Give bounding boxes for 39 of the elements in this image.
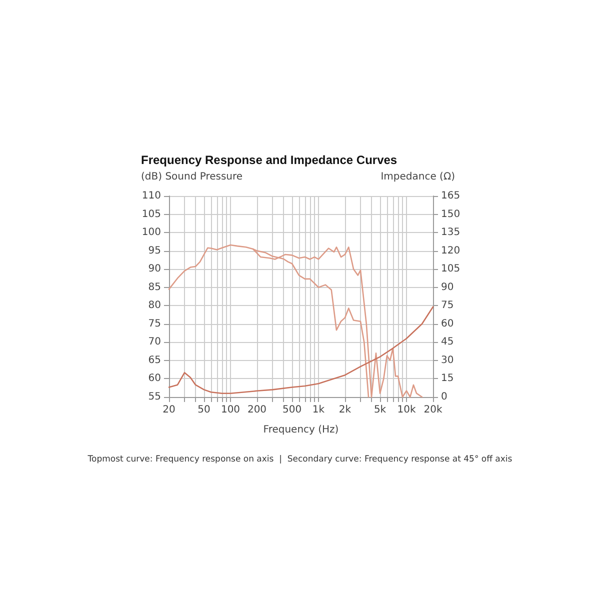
y-tick-label: 95 <box>148 245 161 256</box>
y-axis-title: (dB) Sound Pressure <box>141 172 243 182</box>
y2-axis-title: Impedance (Ω) <box>380 172 456 182</box>
x-tick-label: 2k <box>338 404 352 416</box>
y2-tick-label: 135 <box>441 227 460 238</box>
y-tick-label: 65 <box>148 354 161 366</box>
x-tick-label: 10k <box>397 404 416 416</box>
y2-tick-label: 75 <box>441 300 454 312</box>
y2-tick-label: 0 <box>441 392 448 402</box>
y2-tick-label: 45 <box>441 336 454 348</box>
y-tick-label: 60 <box>148 373 161 384</box>
x-tick-label: 500 <box>282 404 302 416</box>
y-tick-label: 55 <box>148 392 161 402</box>
text: Topmost curve: Frequency response on axis | Secondary curve: Frequency response at 45° off axis <box>86 454 513 464</box>
x-tick-label: 200 <box>247 404 267 416</box>
y2-tick-label: 105 <box>441 264 460 275</box>
y2-tick-label: 30 <box>441 354 454 366</box>
x-tick-label: 1k <box>312 404 325 416</box>
y2-tick-label: 90 <box>441 282 454 293</box>
y-tick-label: 110 <box>142 190 161 202</box>
y2-tick-label: 165 <box>441 190 460 202</box>
y-tick-label: 105 <box>142 208 161 220</box>
x-tick-label: 50 <box>198 404 210 416</box>
x-axis-title: Frequency (Hz) <box>263 424 339 436</box>
y-tick-label: 100 <box>142 227 161 238</box>
y-tick-label: 85 <box>148 282 161 293</box>
y-tick-label: 70 <box>148 336 161 348</box>
x-tick-label: 20k <box>424 404 442 416</box>
x-tick-label: 5k <box>374 404 386 416</box>
y2-tick-label: 15 <box>441 373 454 384</box>
y-tick-label: 90 <box>148 264 161 275</box>
y2-tick-label: 120 <box>441 245 460 256</box>
x-tick-label: 20 <box>162 404 176 416</box>
y2-tick-label: 60 <box>441 318 454 330</box>
y-tick-label: 75 <box>148 318 161 330</box>
chart-title: Frequency Response and Impedance Curves <box>141 153 398 167</box>
y-tick-label: 80 <box>148 300 161 312</box>
y2-tick-label: 150 <box>441 208 460 220</box>
x-tick-label: 100 <box>220 404 240 416</box>
